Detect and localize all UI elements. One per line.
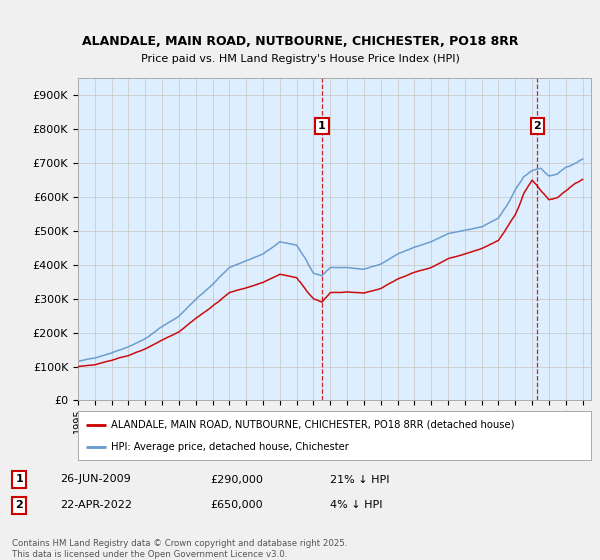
Text: 1: 1	[318, 121, 326, 131]
Text: £290,000: £290,000	[210, 474, 263, 484]
Text: 26-JUN-2009: 26-JUN-2009	[60, 474, 131, 484]
Text: ALANDALE, MAIN ROAD, NUTBOURNE, CHICHESTER, PO18 8RR (detached house): ALANDALE, MAIN ROAD, NUTBOURNE, CHICHEST…	[112, 420, 515, 430]
Text: 22-APR-2022: 22-APR-2022	[60, 501, 132, 510]
Text: HPI: Average price, detached house, Chichester: HPI: Average price, detached house, Chic…	[112, 441, 349, 451]
Text: 2: 2	[16, 501, 23, 510]
Text: £650,000: £650,000	[210, 501, 263, 510]
Text: Price paid vs. HM Land Registry's House Price Index (HPI): Price paid vs. HM Land Registry's House …	[140, 54, 460, 64]
Text: Contains HM Land Registry data © Crown copyright and database right 2025.
This d: Contains HM Land Registry data © Crown c…	[12, 539, 347, 559]
Text: ALANDALE, MAIN ROAD, NUTBOURNE, CHICHESTER, PO18 8RR: ALANDALE, MAIN ROAD, NUTBOURNE, CHICHEST…	[82, 35, 518, 48]
Text: 1: 1	[16, 474, 23, 484]
Text: 4% ↓ HPI: 4% ↓ HPI	[330, 501, 383, 510]
Text: 21% ↓ HPI: 21% ↓ HPI	[330, 474, 389, 484]
Text: 2: 2	[533, 121, 541, 131]
